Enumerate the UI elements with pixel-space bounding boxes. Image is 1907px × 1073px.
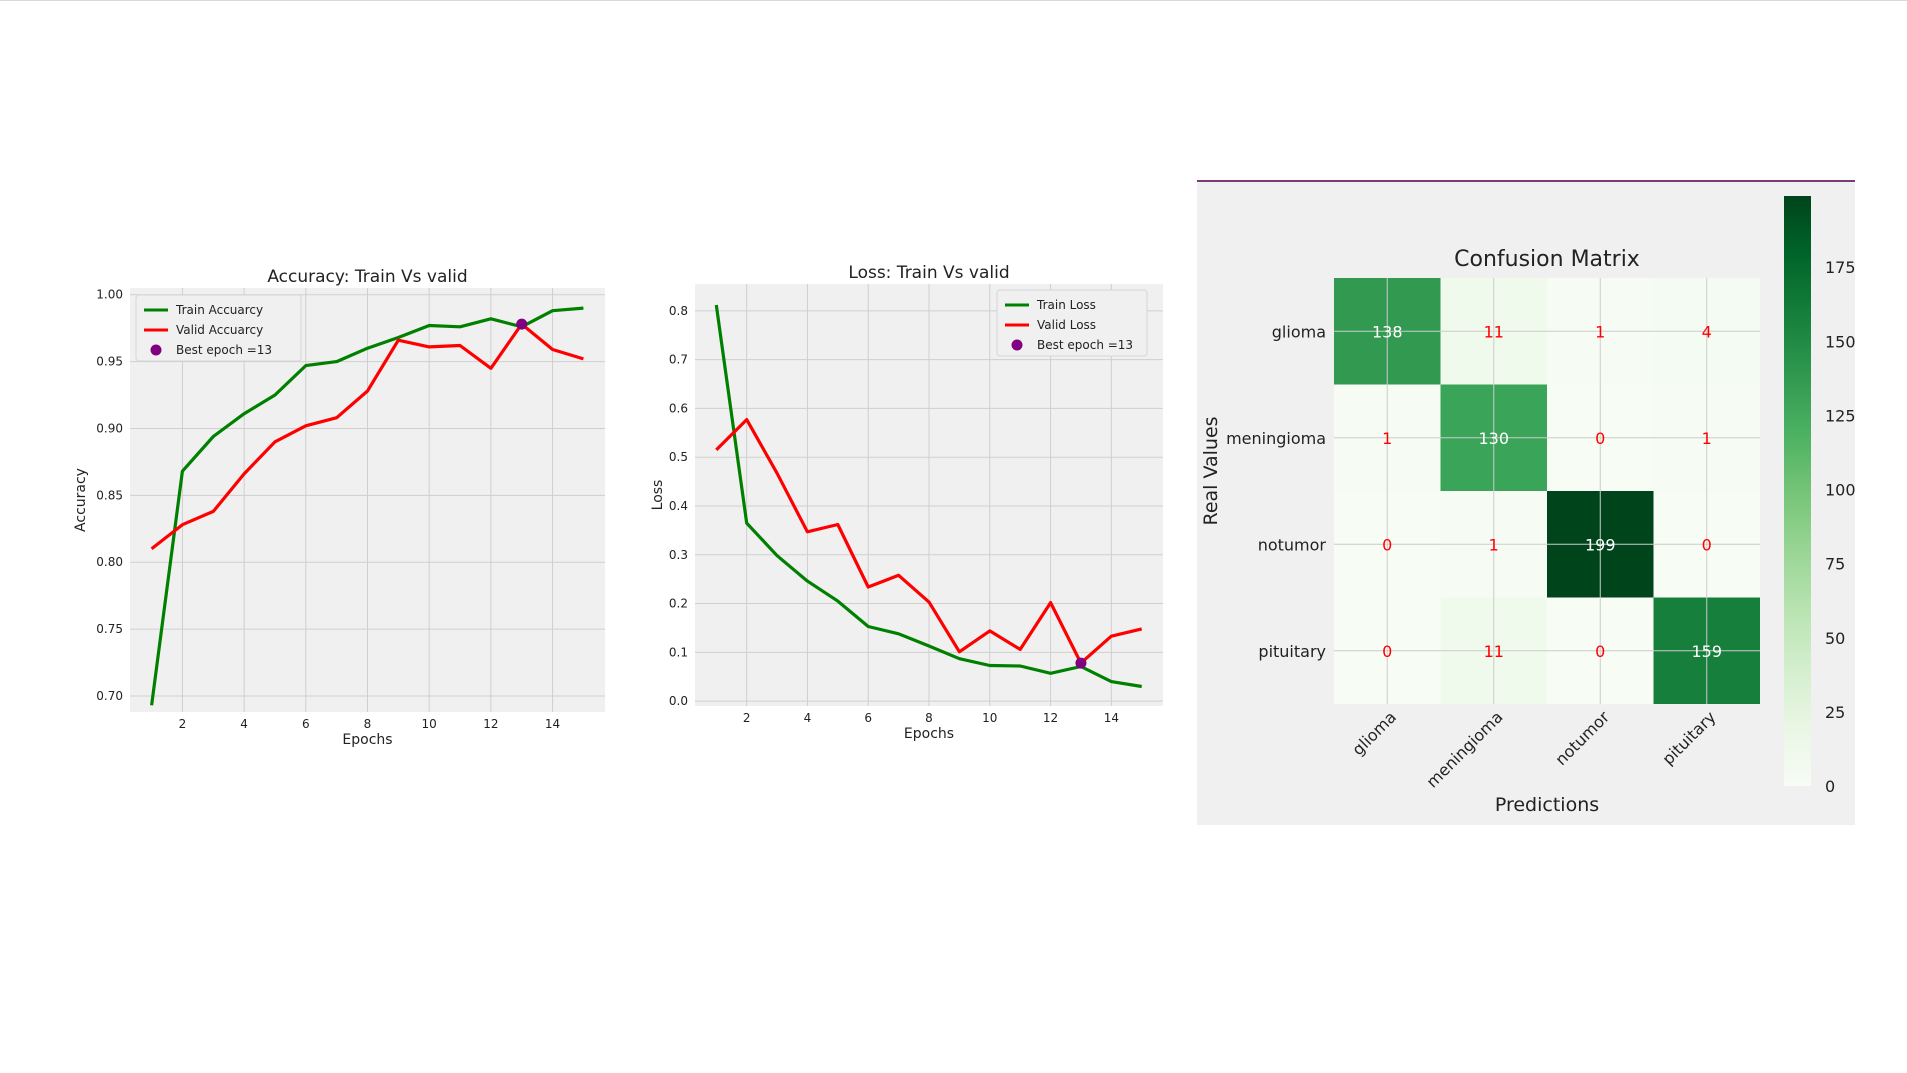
- x-tick-label: 8: [364, 717, 372, 731]
- legend-label: Train Loss: [1036, 298, 1096, 312]
- y-tick-label: 0.80: [96, 555, 123, 569]
- cell-value-label: 159: [1691, 642, 1722, 661]
- best-epoch-marker: [1075, 657, 1087, 669]
- legend-label: Valid Accuarcy: [176, 323, 263, 337]
- colorbar-tick-label: 25: [1825, 703, 1845, 722]
- confusion-matrix-panel: Confusion Matrix 138 11 1 4 1 130 0 1 0 1 199 0 0 11 0 1…: [1197, 180, 1855, 825]
- legend-box: [996, 289, 1148, 357]
- cell-value-label: 1: [1702, 429, 1712, 448]
- legend-box: [135, 294, 302, 362]
- accuracy-chart-panel: 2 4 6 8 10 12 14 0.70 0.75 0.80 0.85 0.90 0.95 1.00 Ac…: [58, 245, 628, 765]
- cell-value-label: 199: [1585, 535, 1616, 554]
- y-axis-label: Loss: [650, 480, 666, 511]
- y-tick-label: 0.70: [96, 689, 123, 703]
- cell-value-label: 0: [1595, 429, 1605, 448]
- series-line: [714, 304, 1142, 689]
- cell-value-label: 0: [1702, 535, 1712, 554]
- colorbar-tick-label: 100: [1825, 481, 1855, 500]
- y-tick-label: meningioma: [1226, 429, 1326, 448]
- cell-value-label: 11: [1484, 322, 1504, 341]
- legend-label: Valid Loss: [1037, 318, 1096, 332]
- best-epoch-marker: [516, 318, 528, 330]
- cell-value-label: 0: [1595, 642, 1605, 661]
- colorbar-tick-label: 125: [1825, 406, 1855, 425]
- cell-value-label: 1: [1382, 429, 1392, 448]
- y-tick-label: 0.90: [96, 421, 123, 435]
- x-tick-label: meningioma: [1422, 707, 1506, 791]
- x-tick-label: 4: [240, 717, 248, 731]
- legend-label: Best epoch =13: [176, 343, 272, 357]
- series-line: [150, 306, 584, 706]
- x-tick-label: notumor: [1551, 707, 1613, 769]
- colorbar-tick-label: 50: [1825, 629, 1845, 648]
- x-tick-label: 14: [1104, 711, 1119, 725]
- x-axis-label: Predictions: [1495, 794, 1599, 816]
- cell-value-label: 11: [1484, 642, 1504, 661]
- y-tick-label: 0.3: [669, 548, 688, 562]
- y-tick-label: 0.6: [669, 401, 688, 415]
- chart-title: Confusion Matrix: [1454, 247, 1640, 272]
- x-axis-label: Epochs: [904, 726, 954, 742]
- series-line: [715, 418, 1143, 665]
- legend-label: Train Accuarcy: [175, 303, 263, 317]
- chart-title: Loss: Train Vs valid: [848, 263, 1009, 283]
- y-axis-label: Real Values: [1200, 416, 1222, 525]
- loss-chart-panel: 2 4 6 8 10 12 14 0.0 0.1 0.2 0.3 0.4 0.5 0.6 0.7 0.8 Los…: [650, 248, 1170, 765]
- colorbar-tick-label: 75: [1825, 555, 1845, 574]
- colorbar-tick-label: 150: [1825, 332, 1855, 351]
- y-axis-label: Accuracy: [73, 468, 89, 532]
- legend-marker: [1011, 339, 1023, 351]
- cell-value-label: 138: [1372, 322, 1403, 341]
- y-tick-label: 0.7: [669, 353, 688, 367]
- colorbar-tick-label: 0: [1825, 777, 1835, 796]
- x-axis-label: Epochs: [342, 732, 392, 748]
- top-border: [0, 0, 1907, 1]
- series-line: [150, 322, 584, 551]
- y-tick-label: notumor: [1258, 535, 1327, 554]
- y-tick-label: 0.2: [669, 597, 688, 611]
- cell-value-label: 0: [1382, 642, 1392, 661]
- y-tick-label: 0.1: [669, 645, 688, 659]
- cell-value-label: 4: [1702, 322, 1712, 341]
- cell-value-label: 1: [1595, 322, 1605, 341]
- y-tick-label: 0.8: [669, 304, 688, 318]
- x-tick-label: pituitary: [1658, 707, 1719, 768]
- x-tick-label: glioma: [1348, 707, 1400, 759]
- cell-value-label: 0: [1382, 535, 1392, 554]
- x-tick-label: 4: [804, 711, 812, 725]
- y-tick-label: 0.75: [96, 622, 123, 636]
- y-tick-label: 0.5: [669, 450, 688, 464]
- chart-title: Accuracy: Train Vs valid: [267, 267, 467, 287]
- y-tick-label: 0.95: [96, 355, 123, 369]
- x-tick-label: 6: [302, 717, 310, 731]
- y-tick-label: 0.0: [669, 694, 688, 708]
- colorbar-tick-label: 175: [1825, 258, 1855, 277]
- x-tick-label: 12: [483, 717, 498, 731]
- y-tick-label: pituitary: [1258, 642, 1326, 661]
- cell-value-label: 1: [1489, 535, 1499, 554]
- y-tick-label: 0.4: [669, 499, 688, 513]
- legend-label: Best epoch =13: [1037, 338, 1133, 352]
- x-tick-label: 2: [179, 717, 187, 731]
- y-tick-label: 0.85: [96, 488, 123, 502]
- cell-value-label: 130: [1478, 429, 1509, 448]
- x-tick-label: 8: [925, 711, 933, 725]
- x-tick-label: 10: [982, 711, 997, 725]
- loss-chart: 2 4 6 8 10 12 14 0.0 0.1 0.2 0.3 0.4 0.5 0.6 0.7 0.8 Los…: [650, 263, 1163, 742]
- x-tick-label: 14: [545, 717, 560, 731]
- x-tick-label: 10: [422, 717, 437, 731]
- legend-marker: [150, 344, 162, 356]
- x-tick-label: 12: [1043, 711, 1058, 725]
- accuracy-chart: 2 4 6 8 10 12 14 0.70 0.75 0.80 0.85 0.90 0.95 1.00 Ac…: [73, 267, 605, 748]
- y-tick-label: glioma: [1272, 322, 1326, 341]
- colorbar: [1784, 196, 1811, 786]
- x-tick-label: 2: [743, 711, 751, 725]
- y-tick-label: 1.00: [96, 288, 123, 302]
- x-tick-label: 6: [864, 711, 872, 725]
